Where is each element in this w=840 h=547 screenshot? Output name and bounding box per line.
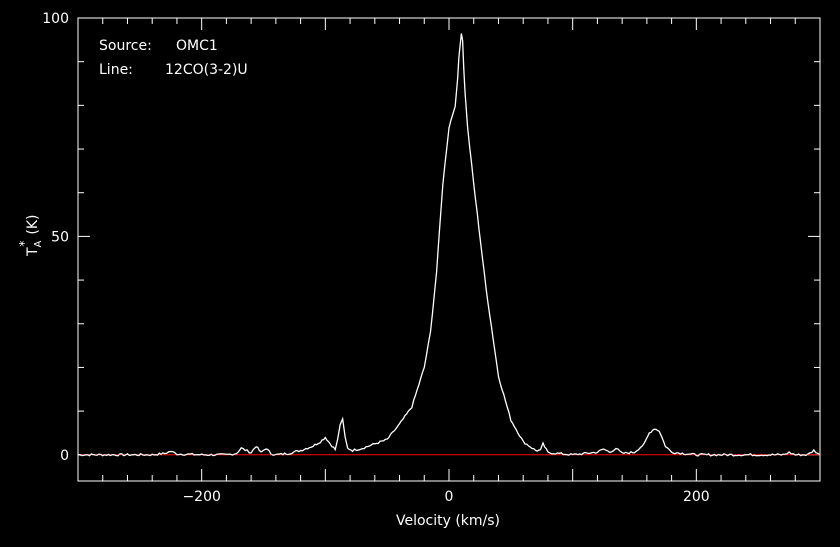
- plot-frame: [77, 17, 821, 482]
- source-label: Source:: [99, 38, 152, 54]
- y-axis-label-unit: (K): [25, 214, 41, 234]
- line-label: Line:: [99, 62, 133, 78]
- x-tick-label: −200: [182, 489, 220, 505]
- y-tick-label: 100: [42, 11, 69, 27]
- y-axis-label-sup: *: [17, 241, 31, 247]
- y-tick-label: 50: [51, 229, 69, 245]
- x-tick-label: 0: [445, 489, 454, 505]
- x-axis-label: Velocity (km/s): [396, 513, 500, 529]
- source-value: OMC1: [176, 38, 218, 54]
- y-tick-label: 0: [60, 448, 69, 464]
- line-value: 12CO(3-2)U: [165, 62, 248, 78]
- y-axis-label-sub: A: [33, 240, 44, 247]
- y-axis-label-main: T: [25, 247, 41, 257]
- axis-tick-labels: −200 0 200 0 50 100: [42, 11, 709, 505]
- svg-text:TA*(K): TA* (K): [17, 214, 44, 257]
- axis-ticks: [77, 17, 821, 481]
- y-axis-label: TA* (K): [17, 214, 44, 257]
- x-tick-label: 200: [683, 489, 710, 505]
- spectrum-line: [77, 33, 821, 457]
